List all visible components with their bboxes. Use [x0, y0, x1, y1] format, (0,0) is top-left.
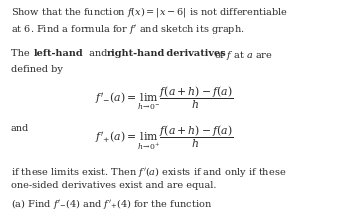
Text: The: The	[11, 49, 32, 58]
Text: $f'_{+}(a) = \lim_{h \to 0^+} \dfrac{f(a+h) - f(a)}{h}$: $f'_{+}(a) = \lim_{h \to 0^+} \dfrac{f(a…	[95, 124, 233, 152]
Text: and: and	[86, 49, 111, 58]
Text: $f'_{-}(a) = \lim_{h \to 0^-} \dfrac{f(a+h) - f(a)}{h}$: $f'_{-}(a) = \lim_{h \to 0^-} \dfrac{f(a…	[95, 85, 233, 112]
Text: derivatives: derivatives	[163, 49, 225, 58]
Text: defined by: defined by	[11, 65, 62, 74]
Text: left-hand: left-hand	[33, 49, 83, 58]
Text: (a) Find $f'_{-}(4)$ and $f'_{+}(4)$ for the function: (a) Find $f'_{-}(4)$ and $f'_{+}(4)$ for…	[11, 197, 212, 212]
Text: of $f$ at $a$ are: of $f$ at $a$ are	[211, 49, 272, 62]
Text: one-sided derivatives exist and are equal.: one-sided derivatives exist and are equa…	[11, 181, 216, 190]
Text: and: and	[11, 124, 29, 133]
Text: if these limits exist. Then $f'(a)$ exists if and only if these: if these limits exist. Then $f'(a)$ exis…	[11, 165, 286, 179]
Text: at 6. Find a formula for $f'$ and sketch its graph.: at 6. Find a formula for $f'$ and sketch…	[11, 23, 244, 36]
Text: right-hand: right-hand	[107, 49, 165, 58]
Text: Show that the function $f(x) = |x - 6|$ is not differentiable: Show that the function $f(x) = |x - 6|$ …	[11, 5, 287, 20]
